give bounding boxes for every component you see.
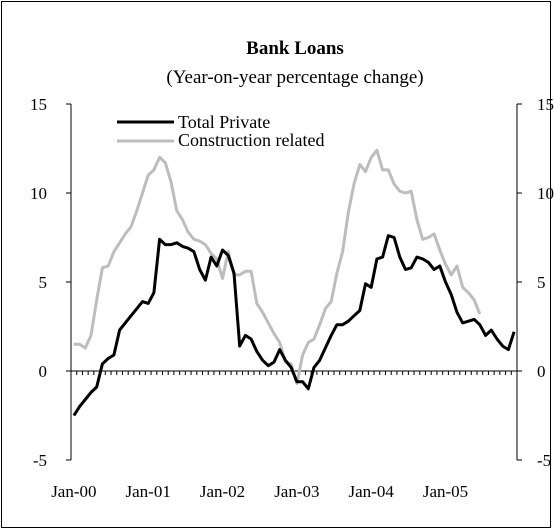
y-tick-label-right: 10	[537, 184, 554, 203]
series-line-construction-related	[73, 148, 482, 385]
x-tick-label: Jan-01	[126, 482, 171, 501]
y-tick-label-left: -5	[33, 451, 47, 470]
x-tick-label: Jan-02	[200, 482, 245, 501]
y-tick-label-right: 0	[537, 362, 546, 381]
x-tick-label: Jan-00	[51, 482, 96, 501]
y-tick-label-left: 5	[39, 273, 48, 292]
y-tick-label-right: -5	[537, 451, 551, 470]
x-tick-label: Jan-04	[349, 482, 395, 501]
y-tick-label-left: 0	[39, 362, 48, 381]
chart-subtitle: (Year-on-year percentage change)	[166, 67, 423, 88]
x-tick-label: Jan-03	[274, 482, 319, 501]
legend-label-total-private: Total Private	[178, 112, 270, 132]
y-tick-label-left: 10	[30, 184, 47, 203]
x-tick-label: Jan-05	[423, 482, 468, 501]
chart-title: Bank Loans	[246, 38, 344, 59]
series-line-total-private	[72, 234, 516, 417]
y-tick-label-right: 5	[537, 273, 546, 292]
y-tick-label-right: 15	[537, 95, 554, 114]
legend-label-construction-related: Construction related	[178, 130, 324, 150]
y-tick-label-left: 15	[30, 95, 47, 114]
